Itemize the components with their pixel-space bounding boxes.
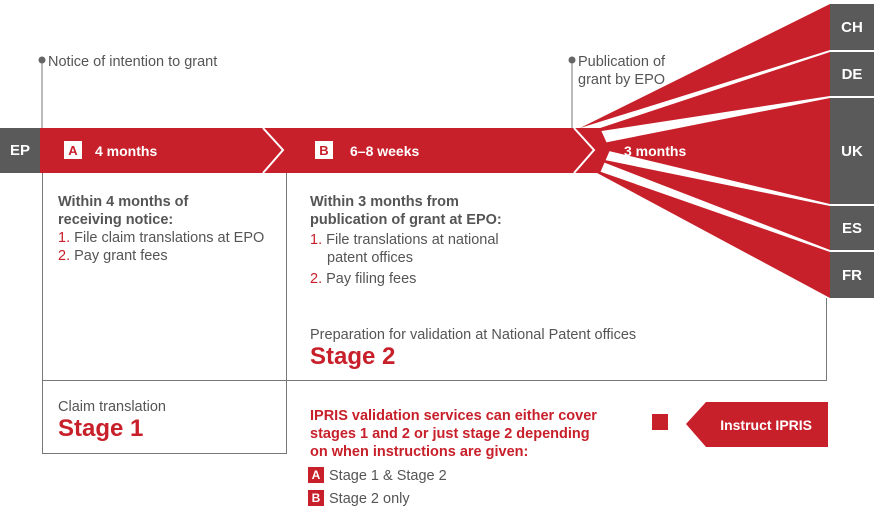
stage1-item-2: 2. Pay grant fees — [58, 248, 168, 264]
notice-marker-dot — [38, 56, 46, 64]
badge-a: A — [64, 141, 82, 159]
stage1-heading-line2: receiving notice: — [58, 212, 174, 228]
badge-b: B — [315, 141, 333, 159]
stage1-heading-line1: Within 4 months of — [58, 194, 189, 210]
stage2-item-2: 2. Pay filing fees — [310, 271, 417, 287]
services-line3: on when instructions are given: — [310, 444, 529, 460]
stage2-heading-line2: publication of grant at EPO: — [310, 212, 502, 228]
country-es: ES — [830, 206, 874, 250]
option-a-text: Stage 1 & Stage 2 — [329, 468, 447, 484]
segment-c-label: 3 months — [624, 143, 687, 159]
services-line2: stages 1 and 2 or just stage 2 depending — [310, 426, 590, 442]
stage1-title: Stage 1 — [58, 415, 144, 442]
option-b-badge: B — [308, 490, 324, 506]
publication-marker-dot — [568, 56, 576, 64]
country-uk: UK — [830, 98, 874, 204]
publication-label-line2: grant by EPO — [578, 72, 666, 88]
country-de: DE — [830, 52, 874, 96]
stage2-title: Stage 2 — [310, 343, 396, 370]
option-a-badge: A — [308, 467, 324, 483]
stage2-caption: Preparation for validation at National P… — [310, 327, 637, 343]
red-square-marker — [652, 414, 668, 430]
country-ch: CH — [830, 4, 874, 50]
stage2-item-1: 1. File translations at national — [310, 232, 499, 248]
fan-de — [582, 52, 830, 134]
services-line1: IPRIS validation services can either cov… — [310, 408, 597, 424]
segment-b-label: 6–8 weeks — [350, 143, 420, 159]
stage1-caption: Claim translation — [58, 399, 166, 415]
fan-ch — [580, 4, 830, 128]
chevron-separator-1 — [262, 127, 285, 174]
ep-box: EP — [0, 128, 40, 173]
segment-a-label: 4 months — [95, 143, 158, 159]
instruct-ipris-label: Instruct IPRIS — [720, 416, 812, 433]
chevron-separator-2 — [573, 127, 596, 174]
instruct-ipris-button[interactable]: Instruct IPRIS — [686, 402, 828, 447]
stage2-item-1-cont: patent offices — [327, 250, 413, 266]
fan-uk — [588, 98, 830, 204]
instruct-button-shape — [686, 402, 828, 447]
notice-label: Notice of intention to grant — [48, 54, 218, 70]
option-b-text: Stage 2 only — [329, 491, 410, 507]
fan-es — [590, 157, 830, 250]
publication-label-line1: Publication of — [578, 54, 666, 70]
fan-fr — [584, 166, 830, 298]
stage2-heading-line1: Within 3 months from — [310, 194, 459, 210]
country-fr: FR — [830, 252, 874, 298]
stage1-item-1: 1. File claim translations at EPO — [58, 230, 265, 246]
